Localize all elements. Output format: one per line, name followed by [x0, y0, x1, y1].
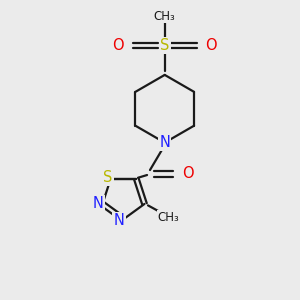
- Text: S: S: [160, 38, 169, 53]
- Text: S: S: [103, 170, 113, 185]
- Text: O: O: [206, 38, 217, 53]
- Text: O: O: [182, 166, 194, 181]
- Text: O: O: [112, 38, 124, 53]
- Text: N: N: [93, 196, 104, 211]
- Text: CH₃: CH₃: [154, 10, 176, 22]
- Text: N: N: [159, 135, 170, 150]
- Text: N: N: [114, 213, 124, 228]
- Text: CH₃: CH₃: [158, 211, 179, 224]
